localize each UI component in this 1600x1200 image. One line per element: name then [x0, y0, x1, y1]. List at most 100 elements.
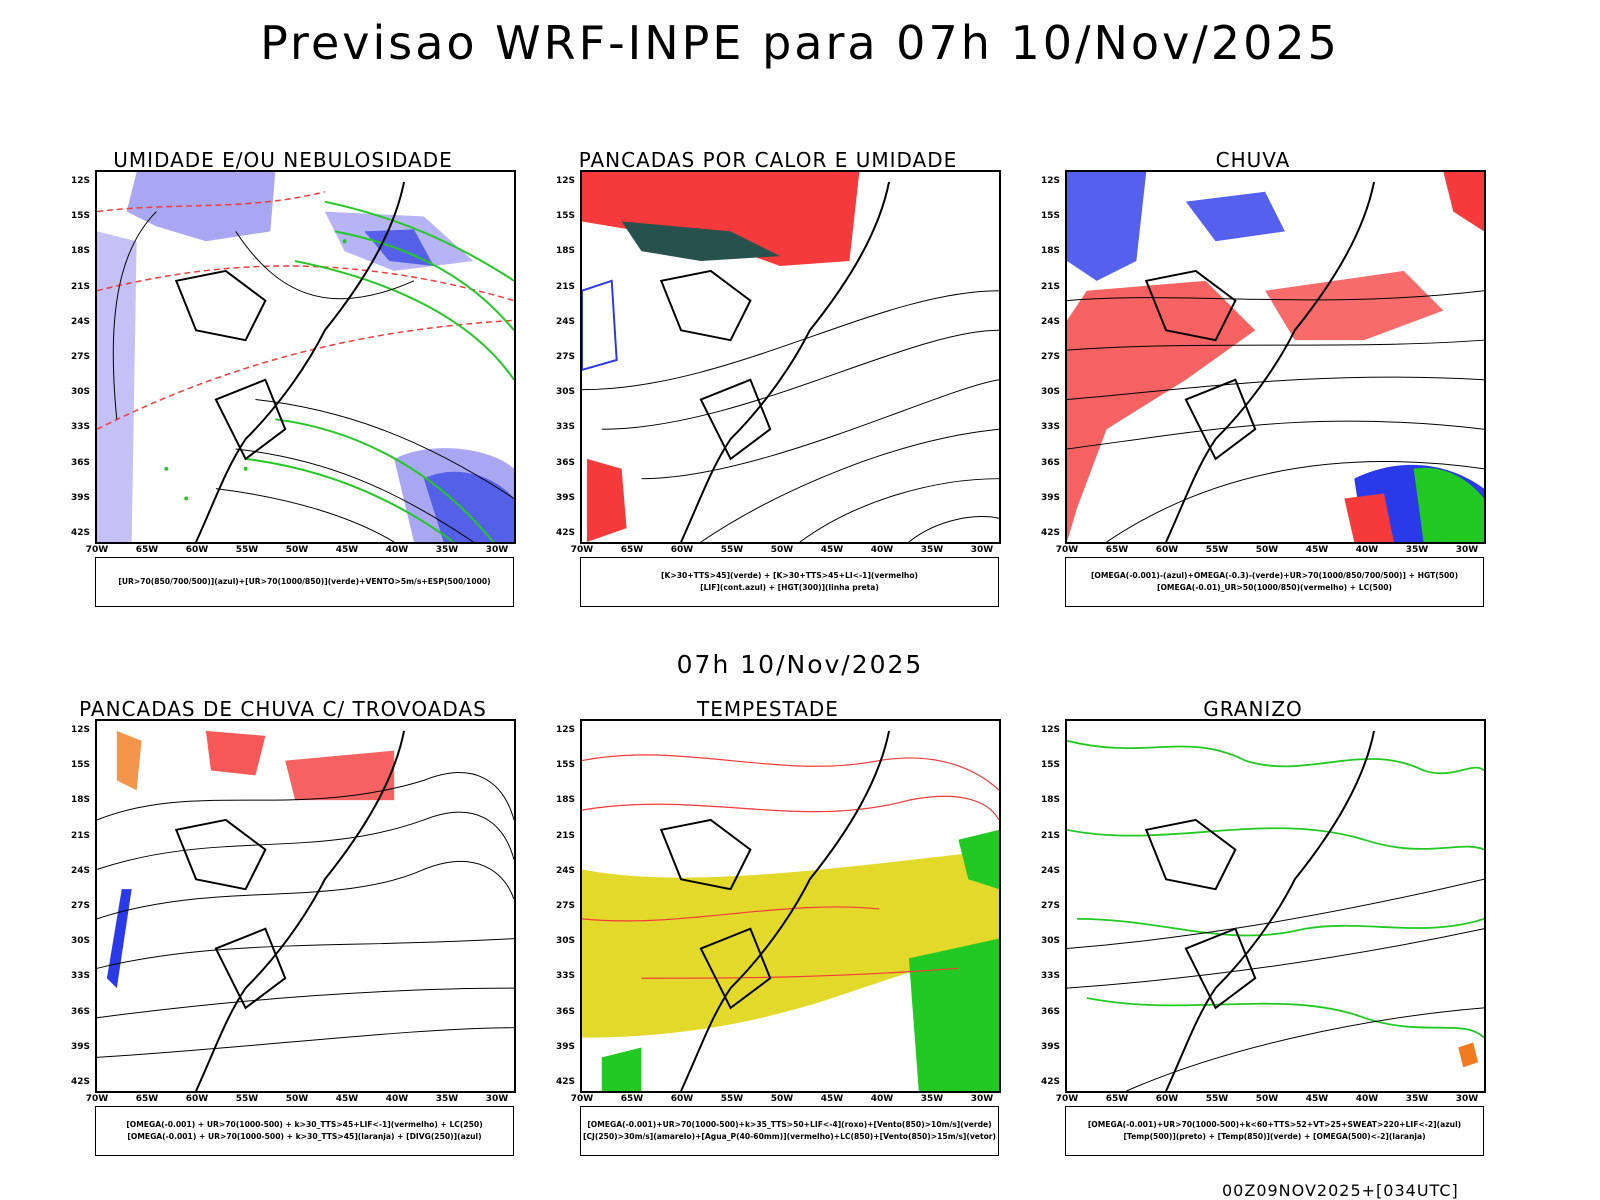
- latitude-label: 42S: [555, 1077, 575, 1087]
- legend-tempestade: [OMEGA(-0.001)+UR>70(1000-500)+k>35_TTS>…: [580, 1106, 999, 1156]
- latitude-label: 39S: [1040, 1041, 1060, 1052]
- latitude-label: 36S: [70, 457, 90, 468]
- latitude-label: 15S: [555, 211, 575, 222]
- latitude-label: 24S: [555, 865, 575, 876]
- legend-pancadas-trovoadas: [OMEGA(-0.001) + UR>70(1000-500) + k>30_…: [95, 1106, 514, 1156]
- latitude-label: 30S: [1040, 936, 1060, 947]
- longitude-label: 45W: [335, 1094, 359, 1104]
- latitude-label: 21S: [70, 281, 90, 292]
- longitude-label: 45W: [335, 545, 359, 555]
- map-granizo: [1065, 719, 1486, 1093]
- legend-line: [OMEGA(-0.001)+UR>70(1000-500)+k>35_TTS>…: [587, 1120, 992, 1129]
- longitude-label: 30W: [1455, 545, 1479, 555]
- longitude-label: 65W: [620, 545, 644, 555]
- longitude-label: 35W: [1405, 545, 1429, 555]
- latitude-label: 21S: [555, 830, 575, 841]
- longitude-label: 50W: [1255, 1094, 1279, 1104]
- latitude-label: 12S: [1040, 176, 1060, 186]
- longitude-label: 60W: [185, 545, 209, 555]
- panel-title: CHUVA: [1215, 148, 1291, 172]
- panel-pancadas-trovoadas: PANCADAS DE CHUVA C/ TROVOADAS [OMEGA(-0…: [48, 697, 518, 1177]
- legend-pancadas-calor: [K>30+TTS>45](verde) + [K>30+TTS>45+LI<-…: [580, 557, 999, 607]
- latitude-label: 12S: [70, 725, 90, 735]
- latitude-label: 21S: [555, 281, 575, 292]
- longitude-label: 70W: [570, 545, 594, 555]
- legend-line: [OMEGA(-0.01)_UR>50(1000/850)(vermelho) …: [1157, 583, 1392, 592]
- latitude-label: 30S: [1040, 387, 1060, 398]
- longitude-label: 30W: [970, 1094, 994, 1104]
- latitude-label: 12S: [555, 725, 575, 735]
- longitude-label: 70W: [570, 1094, 594, 1104]
- legend-line: [UR>70(850/700/500)](azul)+[UR>70(1000/8…: [118, 577, 491, 586]
- panel-title: UMIDADE E/OU NEBULOSIDADE: [113, 148, 453, 172]
- latitude-label: 21S: [70, 830, 90, 841]
- longitude-label: 35W: [920, 545, 944, 555]
- forecast-time-subtitle: 07h 10/Nov/2025: [676, 650, 924, 679]
- latitude-label: 42S: [555, 528, 575, 538]
- map-graphic: [1067, 172, 1484, 542]
- longitude-label: 40W: [385, 545, 409, 555]
- latitude-label: 33S: [555, 971, 575, 982]
- panel-title: PANCADAS POR CALOR E UMIDADE: [578, 148, 958, 172]
- latitude-label: 30S: [70, 936, 90, 947]
- longitude-label: 50W: [285, 1094, 309, 1104]
- longitude-label: 40W: [1355, 1094, 1379, 1104]
- longitude-label: 50W: [770, 1094, 794, 1104]
- latitude-label: 36S: [1040, 457, 1060, 468]
- legend-line: [OMEGA(-0.001)-(azul)+OMEGA(-0.3)-(verde…: [1090, 571, 1459, 580]
- latitude-label: 33S: [555, 422, 575, 433]
- latitude-label: 36S: [70, 1006, 90, 1017]
- latitude-label: 15S: [70, 211, 90, 222]
- latitude-label: 18S: [555, 795, 575, 806]
- latitude-label: 42S: [70, 528, 90, 538]
- latitude-label: 15S: [1040, 760, 1060, 771]
- latitude-label: 12S: [555, 176, 575, 186]
- longitude-label: 35W: [920, 1094, 944, 1104]
- panel-title: PANCADAS DE CHUVA C/ TROVOADAS: [79, 697, 487, 721]
- longitude-label: 60W: [670, 545, 694, 555]
- legend-line: [LIF](cont.azul) + [HGT(300)](linha pret…: [700, 583, 879, 592]
- latitude-label: 18S: [555, 246, 575, 257]
- map-graphic: [97, 730, 514, 1091]
- longitude-label: 60W: [670, 1094, 694, 1104]
- longitude-label: 60W: [1155, 1094, 1179, 1104]
- longitude-label: 50W: [1255, 545, 1279, 555]
- latitude-label: 21S: [1040, 830, 1060, 841]
- map-pancadas-trovoadas: [95, 719, 516, 1093]
- longitude-label: 55W: [1205, 1094, 1229, 1104]
- longitude-label: 50W: [770, 545, 794, 555]
- legend-line: [Temp(500)](preto) + [Temp(850)](verde) …: [1123, 1132, 1426, 1141]
- longitude-label: 40W: [1355, 545, 1379, 555]
- longitude-label: 55W: [235, 1094, 259, 1104]
- latitude-label: 15S: [70, 760, 90, 771]
- longitude-label: 65W: [1105, 545, 1129, 555]
- map-umidade: [95, 170, 516, 544]
- longitude-label: 65W: [1105, 1094, 1129, 1104]
- latitude-label: 21S: [1040, 281, 1060, 292]
- map-graphic: [582, 172, 999, 542]
- longitude-label: 70W: [85, 545, 109, 555]
- latitude-label: 33S: [70, 971, 90, 982]
- latitude-label: 30S: [555, 387, 575, 398]
- latitude-label: 36S: [1040, 1006, 1060, 1017]
- latitude-label: 24S: [555, 316, 575, 327]
- legend-line: [CJ(250)>30m/s](amarelo)+[Agua_P(40-60mm…: [582, 1132, 997, 1141]
- longitude-label: 35W: [435, 1094, 459, 1104]
- latitude-label: 36S: [555, 457, 575, 468]
- map-graphic: [582, 730, 999, 1091]
- legend-line: [OMEGA(-0.001) + UR>70(1000-500) + k>30_…: [126, 1120, 483, 1129]
- latitude-label: 27S: [70, 901, 90, 911]
- longitude-label: 35W: [1405, 1094, 1429, 1104]
- panel-tempestade: TEMPESTADE [OMEGA(-0.001)+UR>70(1000-500…: [533, 697, 1003, 1177]
- latitude-label: 30S: [70, 387, 90, 398]
- latitude-label: 27S: [1040, 901, 1060, 911]
- map-graphic: [1067, 730, 1484, 1091]
- latitude-label: 12S: [1040, 725, 1060, 735]
- map-pancadas-calor: [580, 170, 1001, 544]
- latitude-label: 18S: [70, 795, 90, 806]
- latitude-label: 18S: [1040, 795, 1060, 806]
- legend-granizo: [OMEGA(-0.001)+UR>70(1000-500)+k<60+TTS>…: [1065, 1106, 1484, 1156]
- longitude-label: 55W: [720, 1094, 744, 1104]
- panel-granizo: GRANIZO [OMEGA(-0.001)+UR>70(1000-500)+k…: [1018, 697, 1488, 1177]
- longitude-label: 60W: [185, 1094, 209, 1104]
